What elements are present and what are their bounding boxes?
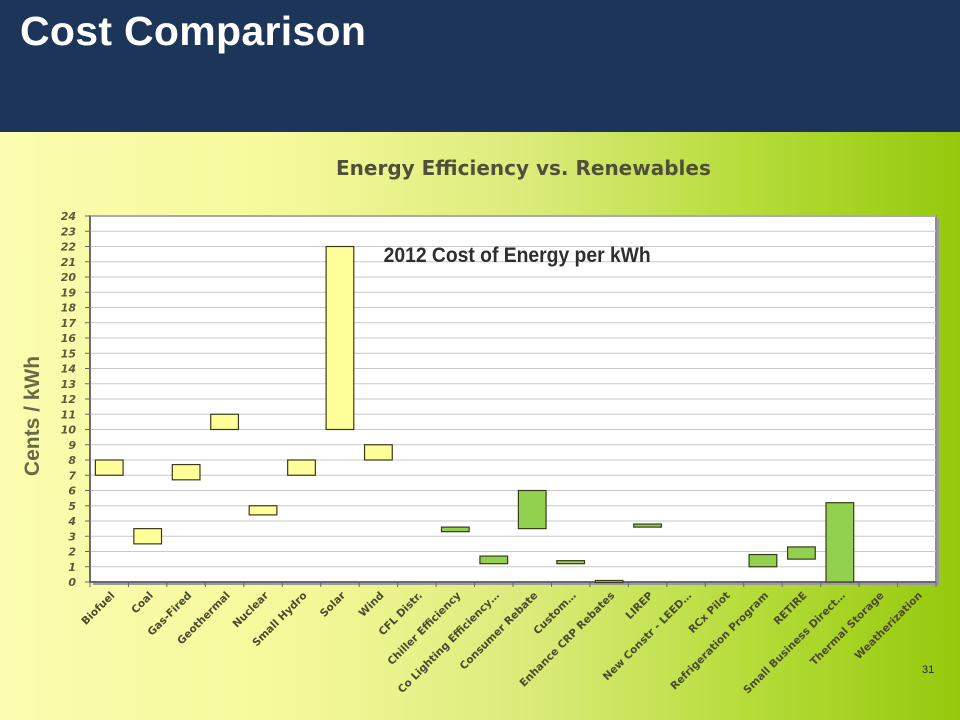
y-tick-label: 8 [68,454,76,467]
y-tick-label: 24 [61,210,76,223]
y-tick-label: 12 [61,393,77,406]
range-bar [94,459,124,476]
range-bar [517,489,547,530]
x-tick-label: Consumer Rebate [458,590,541,673]
range-bar [325,245,355,431]
y-tick-label: 20 [61,271,77,284]
y-tick-label: 9 [68,439,76,452]
range-bar [748,553,778,568]
range-bar [363,444,393,461]
y-tick-label: 7 [68,469,76,482]
y-tick-label: 16 [61,332,77,345]
y-tick-label: 15 [61,347,77,360]
range-bar [287,459,316,476]
range-bar [786,546,816,560]
slide-header: Cost Comparison [0,0,960,132]
y-tick-label: 0 [68,576,76,589]
x-tick-label: Coal [129,590,156,617]
x-tick-label: Biofuel [79,590,117,628]
x-tick-label: LIREP [623,589,655,621]
y-tick-label: 3 [68,530,76,543]
x-tick-label: Weatherization [853,590,925,662]
y-tick-label: 5 [68,500,76,513]
y-tick-label: 22 [61,241,77,254]
y-tick-label: 1 [68,561,76,574]
y-tick-label: 11 [61,408,76,421]
x-tick-label: RETIRE [772,590,810,628]
range-bar [133,528,163,545]
y-tick-label: 21 [61,256,76,269]
x-tick-label: Solar [318,589,349,620]
y-tick-label: 13 [61,378,77,391]
y-tick-label: 19 [61,286,77,299]
x-tick-label: Wind [357,590,387,620]
range-bar [825,502,855,583]
x-tick-label: Thermal Storage [808,590,886,668]
y-tick-label: 23 [61,225,77,238]
chart-title: Energy Efficiency vs. Renewables [336,156,711,180]
y-tick-label: 4 [67,515,76,528]
range-bar [556,560,586,565]
y-tick-label: 2 [68,546,76,559]
slide-title: Cost Comparison [20,8,367,54]
page-number: 31 [922,664,935,676]
y-tick-label: 14 [61,363,76,376]
range-bar [171,463,201,481]
y-tick-label: 6 [68,485,76,498]
range-bar [479,555,509,565]
chart-subtitle: 2012 Cost of Energy per kWh [384,244,651,267]
range-bar [594,579,624,584]
range-bar [633,523,663,528]
y-tick-label: 18 [61,302,77,315]
y-tick-label: 17 [61,317,77,330]
range-bar [440,526,470,533]
x-tick-label: Chiller Efficiency [385,590,463,668]
range-bar [248,505,278,516]
y-tick-label: 10 [61,424,77,437]
range-bar [210,413,240,431]
